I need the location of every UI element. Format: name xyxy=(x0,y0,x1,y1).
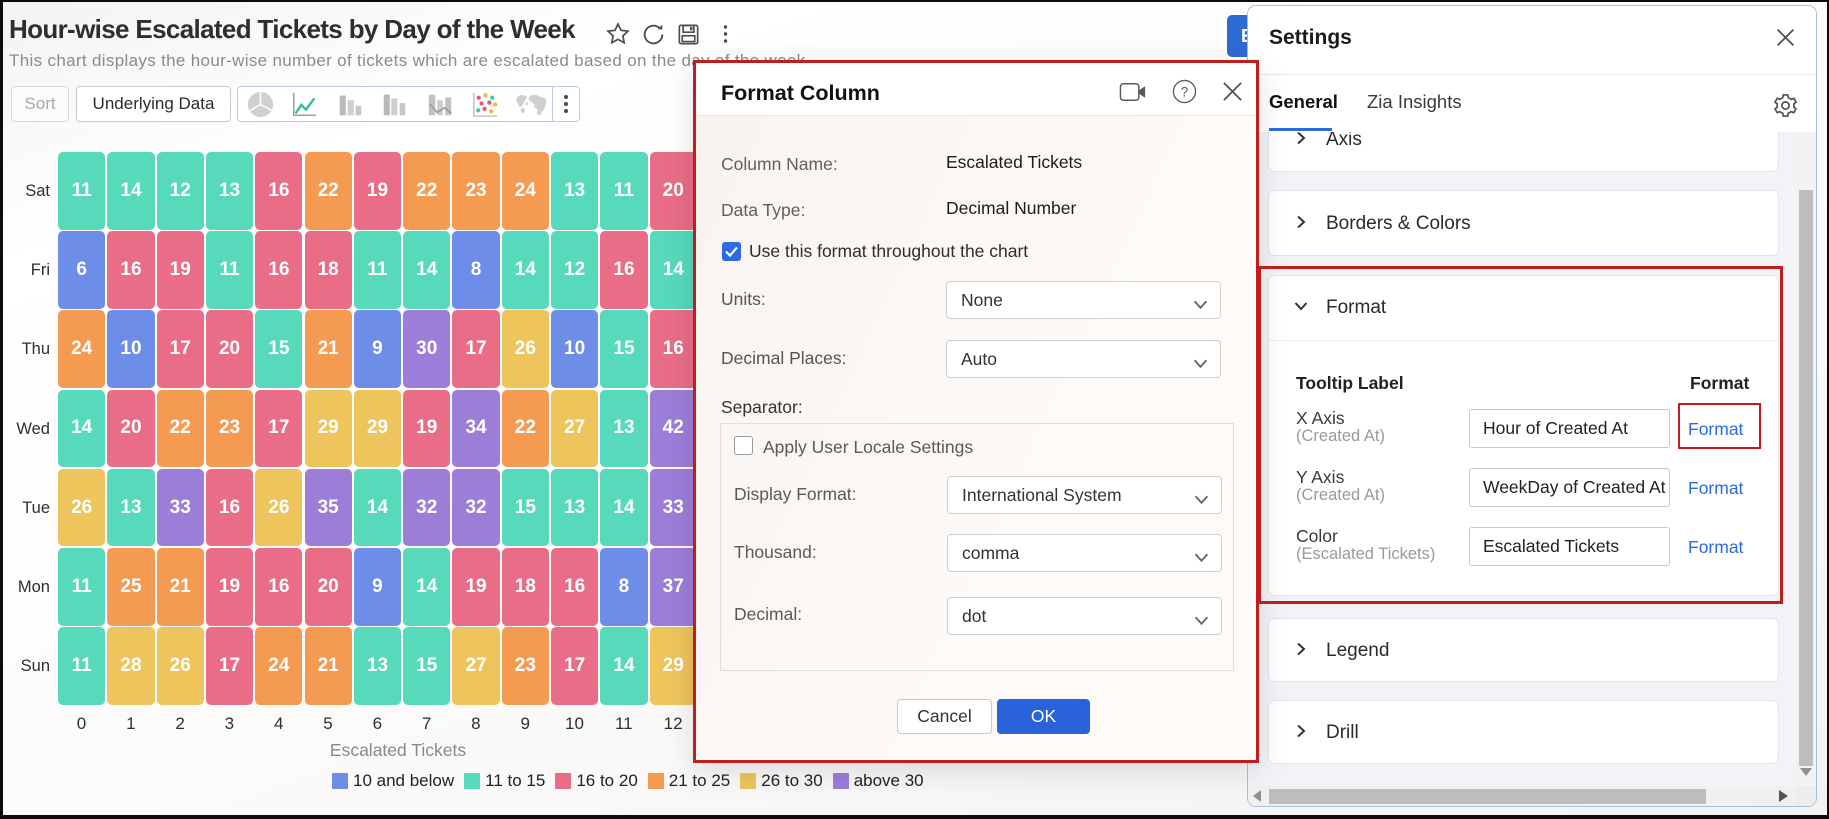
svg-text:?: ? xyxy=(1181,84,1188,99)
